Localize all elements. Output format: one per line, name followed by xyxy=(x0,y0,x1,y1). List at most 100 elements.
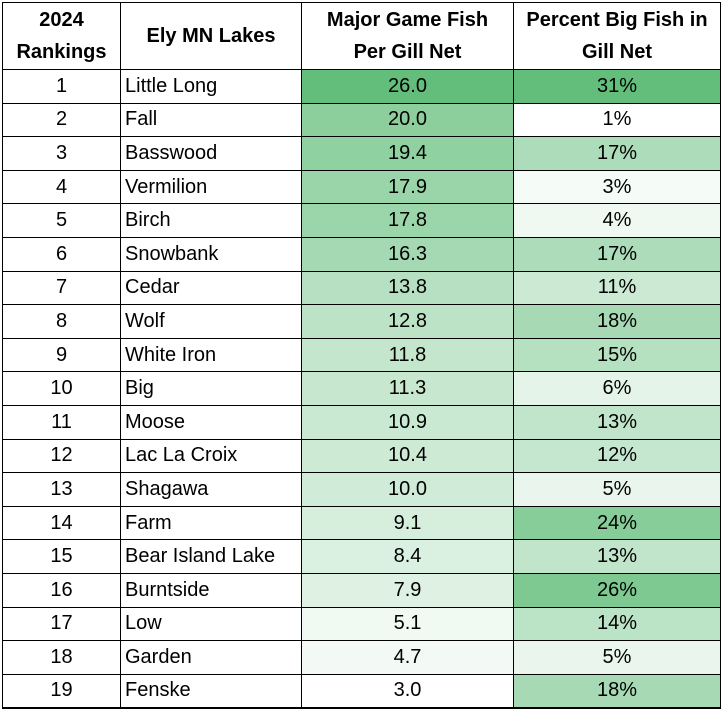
big-fish-percent-cell: 17% xyxy=(513,136,721,171)
rank-cell: 13 xyxy=(2,472,121,507)
big-fish-percent-cell: 18% xyxy=(513,304,721,339)
big-fish-percent-cell: 1% xyxy=(513,102,721,138)
header-big-fish-line2: Gill Net xyxy=(581,41,652,63)
header-lakes-label: Ely MN Lakes xyxy=(146,25,276,47)
lake-name-cell: Farm xyxy=(120,505,302,541)
table-row: 12 Lac La Croix 10.4 12% xyxy=(2,438,721,474)
header-big-fish-line1: Percent Big Fish in xyxy=(526,9,708,31)
rank-cell: 16 xyxy=(2,572,121,608)
lake-name-cell: Fall xyxy=(120,102,302,138)
game-fish-cell: 17.8 xyxy=(301,203,514,238)
rank-cell: 2 xyxy=(2,102,121,138)
lake-name-cell: Vermilion xyxy=(120,169,302,205)
rank-cell: 11 xyxy=(2,404,121,440)
big-fish-percent-cell: 11% xyxy=(513,270,721,306)
lake-name-cell: Lac La Croix xyxy=(120,438,302,474)
rank-cell: 12 xyxy=(2,438,121,474)
big-fish-percent-cell: 13% xyxy=(513,404,721,440)
game-fish-cell: 10.4 xyxy=(301,438,514,474)
game-fish-cell: 3.0 xyxy=(301,673,514,710)
rank-cell: 7 xyxy=(2,270,121,306)
header-lakes: Ely MN Lakes xyxy=(120,2,302,70)
table-row: 2 Fall 20.0 1% xyxy=(2,102,721,138)
big-fish-percent-cell: 3% xyxy=(513,169,721,205)
table-row: 18 Garden 4.7 5% xyxy=(2,640,721,675)
table-row: 16 Burntside 7.9 26% xyxy=(2,572,721,608)
rank-cell: 19 xyxy=(2,673,121,710)
game-fish-cell: 7.9 xyxy=(301,572,514,608)
table-row: 9 White Iron 11.8 15% xyxy=(2,337,721,373)
rank-cell: 10 xyxy=(2,371,121,406)
rank-cell: 1 xyxy=(2,69,121,104)
header-game-fish-line2: Per Gill Net xyxy=(353,41,462,63)
rank-cell: 6 xyxy=(2,236,121,272)
header-rankings: 2024 Rankings xyxy=(2,2,121,70)
lake-name-cell: Low xyxy=(120,606,302,642)
game-fish-cell: 4.7 xyxy=(301,640,514,675)
table-row: 10 Big 11.3 6% xyxy=(2,371,721,406)
table-row: 11 Moose 10.9 13% xyxy=(2,404,721,440)
game-fish-cell: 26.0 xyxy=(301,69,514,104)
table-row: 17 Low 5.1 14% xyxy=(2,606,721,642)
big-fish-percent-cell: 14% xyxy=(513,606,721,642)
rank-cell: 14 xyxy=(2,505,121,541)
big-fish-percent-cell: 26% xyxy=(513,572,721,608)
header-game-fish: Major Game Fish Per Gill Net xyxy=(301,2,514,70)
table-row: 5 Birch 17.8 4% xyxy=(2,203,721,238)
table-row: 19 Fenske 3.0 18% xyxy=(2,673,721,710)
lake-name-cell: Moose xyxy=(120,404,302,440)
lake-name-cell: White Iron xyxy=(120,337,302,373)
game-fish-cell: 13.8 xyxy=(301,270,514,306)
lake-name-cell: Birch xyxy=(120,203,302,238)
lake-name-cell: Big xyxy=(120,371,302,406)
rank-cell: 17 xyxy=(2,606,121,642)
big-fish-percent-cell: 6% xyxy=(513,371,721,406)
table-row: 6 Snowbank 16.3 17% xyxy=(2,236,721,272)
big-fish-percent-cell: 24% xyxy=(513,505,721,541)
header-row: 2024 Rankings Ely MN Lakes Major Game Fi… xyxy=(2,2,721,70)
lake-name-cell: Bear Island Lake xyxy=(120,539,302,574)
game-fish-cell: 17.9 xyxy=(301,169,514,205)
table-row: 1 Little Long 26.0 31% xyxy=(2,69,721,104)
game-fish-cell: 5.1 xyxy=(301,606,514,642)
big-fish-percent-cell: 13% xyxy=(513,539,721,574)
game-fish-cell: 20.0 xyxy=(301,102,514,138)
table-row: 13 Shagawa 10.0 5% xyxy=(2,472,721,507)
game-fish-cell: 11.3 xyxy=(301,371,514,406)
header-game-fish-line1: Major Game Fish xyxy=(326,9,489,31)
game-fish-cell: 11.8 xyxy=(301,337,514,373)
lake-name-cell: Basswood xyxy=(120,136,302,171)
rank-cell: 15 xyxy=(2,539,121,574)
big-fish-percent-cell: 15% xyxy=(513,337,721,373)
big-fish-percent-cell: 18% xyxy=(513,673,721,710)
rank-cell: 4 xyxy=(2,169,121,205)
game-fish-cell: 19.4 xyxy=(301,136,514,171)
lake-name-cell: Wolf xyxy=(120,304,302,339)
lake-name-cell: Fenske xyxy=(120,673,302,710)
lake-name-cell: Burntside xyxy=(120,572,302,608)
header-rankings-line2: Rankings xyxy=(16,41,107,63)
big-fish-percent-cell: 12% xyxy=(513,438,721,474)
game-fish-cell: 10.9 xyxy=(301,404,514,440)
header-rankings-line1: 2024 xyxy=(39,9,84,31)
table-row: 14 Farm 9.1 24% xyxy=(2,505,721,541)
table-body: 1 Little Long 26.0 31% 2 Fall 20.0 1% 3 Basswood 1… xyxy=(2,69,721,710)
game-fish-cell: 10.0 xyxy=(301,472,514,507)
table-row: 4 Vermilion 17.9 3% xyxy=(2,169,721,205)
game-fish-cell: 8.4 xyxy=(301,539,514,574)
table-row: 3 Basswood 19.4 17% xyxy=(2,136,721,171)
lake-name-cell: Snowbank xyxy=(120,236,302,272)
big-fish-percent-cell: 17% xyxy=(513,236,721,272)
big-fish-percent-cell: 31% xyxy=(513,69,721,104)
rank-cell: 18 xyxy=(2,640,121,675)
game-fish-cell: 16.3 xyxy=(301,236,514,272)
rank-cell: 8 xyxy=(2,304,121,339)
header-big-fish: Percent Big Fish in Gill Net xyxy=(513,2,721,70)
big-fish-percent-cell: 5% xyxy=(513,472,721,507)
rank-cell: 9 xyxy=(2,337,121,373)
lake-name-cell: Garden xyxy=(120,640,302,675)
rank-cell: 3 xyxy=(2,136,121,171)
table-row: 7 Cedar 13.8 11% xyxy=(2,270,721,306)
lake-name-cell: Cedar xyxy=(120,270,302,306)
